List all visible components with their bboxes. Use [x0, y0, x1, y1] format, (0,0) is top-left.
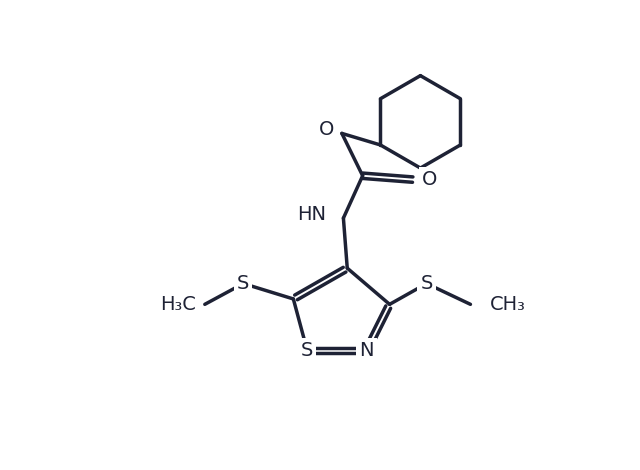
- Text: HN: HN: [298, 205, 326, 224]
- Text: S: S: [420, 274, 433, 293]
- Text: O: O: [422, 170, 437, 189]
- Text: N: N: [359, 341, 374, 360]
- Text: CH₃: CH₃: [490, 295, 525, 314]
- Text: O: O: [319, 120, 334, 139]
- Text: S: S: [237, 274, 250, 293]
- Text: H₃C: H₃C: [160, 295, 196, 314]
- Text: S: S: [301, 341, 314, 360]
